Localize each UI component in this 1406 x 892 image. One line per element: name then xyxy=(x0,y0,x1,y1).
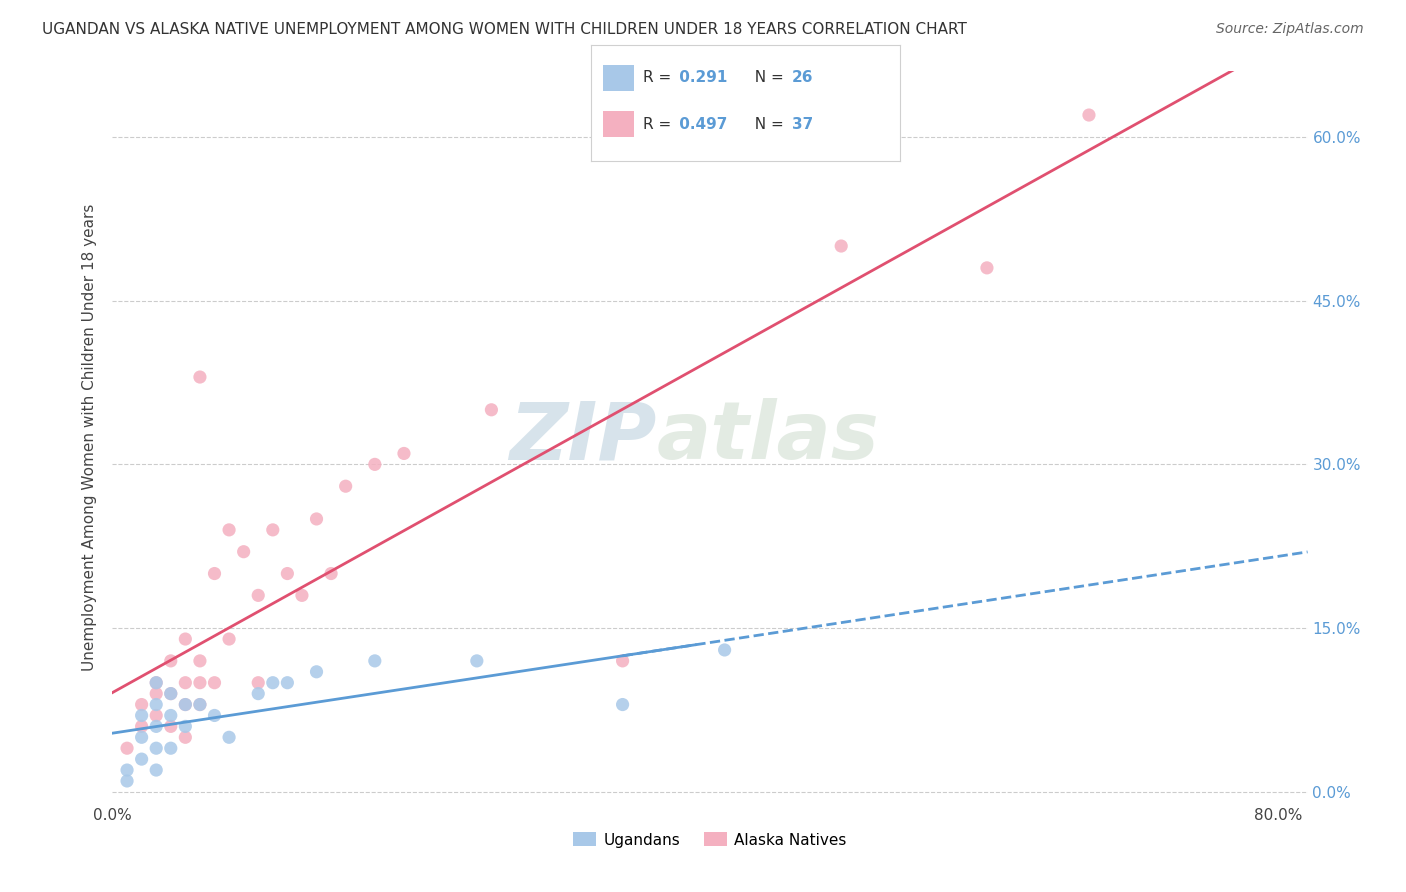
Text: R =: R = xyxy=(643,117,676,132)
Point xyxy=(188,675,211,690)
Point xyxy=(276,675,298,690)
FancyBboxPatch shape xyxy=(603,65,634,91)
Point xyxy=(262,523,284,537)
Point xyxy=(145,687,167,701)
Point xyxy=(159,654,181,668)
Point xyxy=(115,741,138,756)
Point xyxy=(204,675,226,690)
Text: R =: R = xyxy=(643,70,676,86)
Point xyxy=(291,588,314,602)
Point xyxy=(204,566,226,581)
Point xyxy=(145,698,167,712)
Point xyxy=(218,523,240,537)
Text: N =: N = xyxy=(745,70,789,86)
Point xyxy=(204,708,226,723)
Point xyxy=(145,741,167,756)
Point xyxy=(232,545,254,559)
Point xyxy=(276,566,298,581)
Point xyxy=(174,719,197,733)
Text: 0.497: 0.497 xyxy=(673,117,727,132)
Point xyxy=(612,698,634,712)
Point xyxy=(131,719,153,733)
Point xyxy=(115,774,138,789)
Point xyxy=(188,698,211,712)
Point xyxy=(364,458,387,472)
Point xyxy=(247,588,270,602)
Text: 26: 26 xyxy=(792,70,813,86)
Point xyxy=(305,512,328,526)
Point xyxy=(174,632,197,646)
Text: Source: ZipAtlas.com: Source: ZipAtlas.com xyxy=(1216,22,1364,37)
Point xyxy=(159,708,181,723)
Point xyxy=(305,665,328,679)
Point xyxy=(188,698,211,712)
Point xyxy=(174,698,197,712)
Text: ZIP: ZIP xyxy=(509,398,657,476)
Point xyxy=(335,479,357,493)
Point xyxy=(247,675,270,690)
Point xyxy=(218,632,240,646)
Point xyxy=(174,698,197,712)
Text: atlas: atlas xyxy=(657,398,879,476)
Point xyxy=(145,719,167,733)
Point xyxy=(188,654,211,668)
Point xyxy=(145,675,167,690)
Point xyxy=(159,719,181,733)
Text: 37: 37 xyxy=(792,117,813,132)
Point xyxy=(159,687,181,701)
Point xyxy=(159,687,181,701)
Point xyxy=(465,654,488,668)
Point xyxy=(713,643,735,657)
Point xyxy=(131,752,153,766)
Point xyxy=(262,675,284,690)
Point xyxy=(392,446,415,460)
Point xyxy=(131,731,153,745)
Point xyxy=(364,654,387,668)
Point xyxy=(131,708,153,723)
Point xyxy=(247,687,270,701)
Point xyxy=(481,402,503,417)
Point xyxy=(612,654,634,668)
Point xyxy=(1078,108,1101,122)
Legend: Ugandans, Alaska Natives: Ugandans, Alaska Natives xyxy=(568,826,852,854)
Point xyxy=(174,675,197,690)
FancyBboxPatch shape xyxy=(603,112,634,137)
Point xyxy=(145,708,167,723)
Point xyxy=(159,741,181,756)
Point xyxy=(115,763,138,777)
Point xyxy=(145,763,167,777)
Point xyxy=(976,260,998,275)
Text: 0.291: 0.291 xyxy=(673,70,727,86)
Text: N =: N = xyxy=(745,117,789,132)
Point xyxy=(131,698,153,712)
Text: UGANDAN VS ALASKA NATIVE UNEMPLOYMENT AMONG WOMEN WITH CHILDREN UNDER 18 YEARS C: UGANDAN VS ALASKA NATIVE UNEMPLOYMENT AM… xyxy=(42,22,967,37)
Point xyxy=(174,731,197,745)
Point xyxy=(188,370,211,384)
Point xyxy=(218,731,240,745)
Point xyxy=(145,675,167,690)
Y-axis label: Unemployment Among Women with Children Under 18 years: Unemployment Among Women with Children U… xyxy=(82,203,97,671)
Point xyxy=(319,566,342,581)
Point xyxy=(830,239,852,253)
